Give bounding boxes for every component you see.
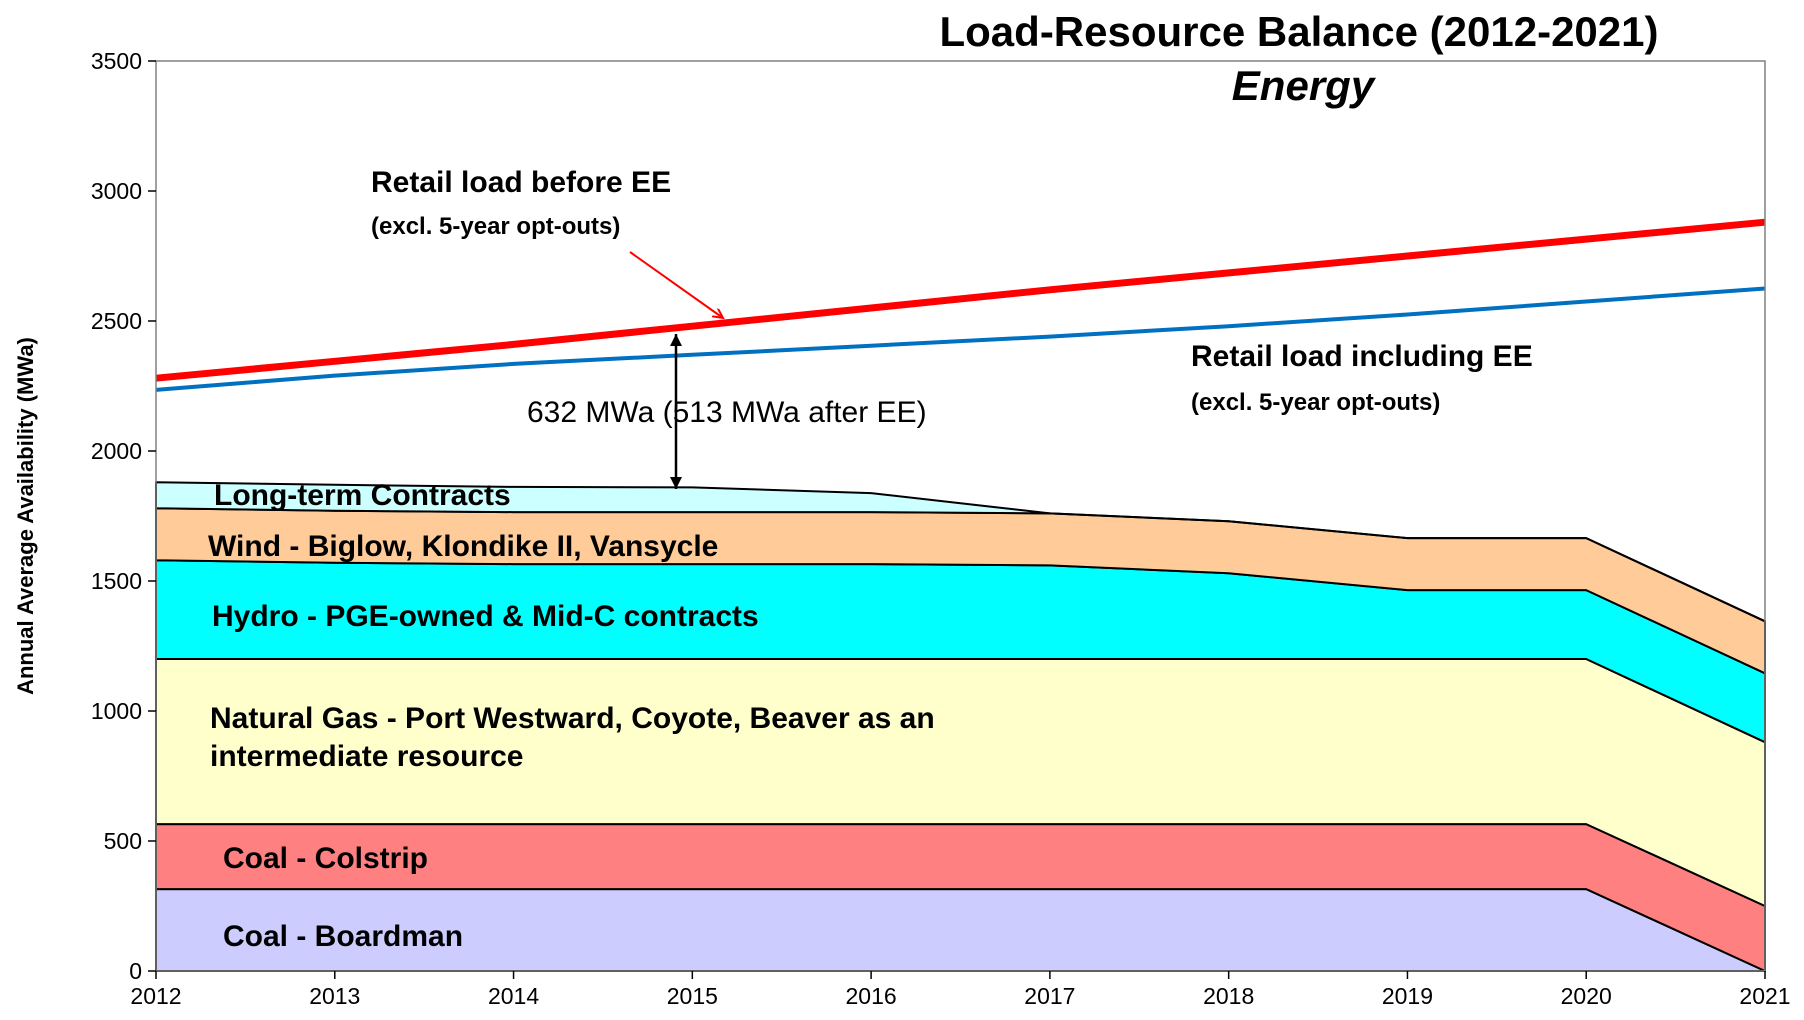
area-label: Long-term Contracts <box>214 479 511 512</box>
line <box>155 286 1766 392</box>
chart-subtitle: Energy <box>1232 62 1377 109</box>
y-tick-label: 3000 <box>91 178 142 204</box>
x-tick-label: 2013 <box>309 983 360 1009</box>
area-label: Coal - Boardman <box>223 920 464 953</box>
annotation: (excl. 5-year opt-outs) <box>1191 389 1441 416</box>
x-tick-label: 2015 <box>667 983 718 1009</box>
y-tick-label: 1000 <box>91 698 142 724</box>
line-label: Retail load before EE <box>371 166 672 199</box>
y-axis-label: Annual Average Availability (MWa) <box>13 337 38 695</box>
x-tick-label: 2012 <box>130 983 181 1009</box>
annotation: 632 MWa (513 MWa after EE) <box>527 396 927 429</box>
area <box>155 481 1766 623</box>
line <box>155 218 1766 382</box>
area-label: Natural Gas - Port Westward, Coyote, Bea… <box>210 702 935 773</box>
x-tick-label: 2017 <box>1024 983 1075 1009</box>
x-tick-label: 2021 <box>1739 983 1790 1009</box>
area-label: Hydro - PGE-owned & Mid-C contracts <box>212 600 759 633</box>
chart-title: Load-Resource Balance (2012-2021) <box>940 8 1659 55</box>
y-tick-label: 2500 <box>91 308 142 334</box>
y-tick-label: 1500 <box>91 568 142 594</box>
y-tick-label: 500 <box>104 828 142 854</box>
annotation: (excl. 5-year opt-outs) <box>371 213 621 240</box>
pointer-arrow <box>629 251 723 318</box>
area-label: Coal - Colstrip <box>223 842 429 875</box>
x-tick-label: 2019 <box>1382 983 1433 1009</box>
areas <box>155 481 1766 972</box>
plot-frame <box>155 60 1766 972</box>
y-tick-label: 3500 <box>91 48 142 74</box>
area-label: Wind - Biglow, Klondike II, Vansycle <box>208 530 719 563</box>
y-tick-label: 2000 <box>91 438 142 464</box>
x-tick-label: 2018 <box>1203 983 1254 1009</box>
x-tick-label: 2020 <box>1561 983 1612 1009</box>
y-tick-label: 0 <box>129 958 142 984</box>
x-tick-label: 2014 <box>488 983 539 1009</box>
x-tick-label: 2016 <box>846 983 897 1009</box>
line-label: Retail load including EE <box>1191 340 1533 373</box>
